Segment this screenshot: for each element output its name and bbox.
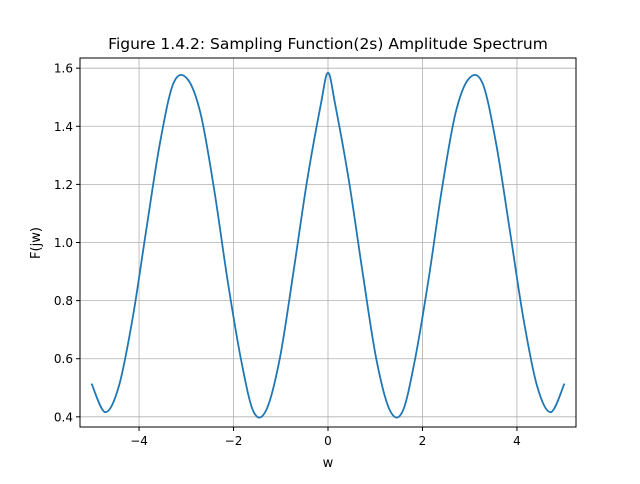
- x-axis-label: w: [323, 456, 334, 471]
- x-tick-label: 2: [419, 434, 427, 448]
- y-tick-label: 0.6: [54, 352, 73, 366]
- y-tick-label: 1.6: [54, 62, 73, 76]
- plot-area: [90, 71, 566, 419]
- y-tick-label: 1.4: [54, 120, 73, 134]
- y-tick-label: 0.8: [54, 294, 73, 308]
- x-tick-label: −4: [130, 434, 148, 448]
- series-line: [90, 71, 566, 419]
- x-tick-label: −2: [225, 434, 243, 448]
- chart-title: Figure 1.4.2: Sampling Function(2s) Ampl…: [108, 35, 548, 53]
- y-tick-label: 1.0: [54, 236, 73, 250]
- x-tick-label: 0: [324, 434, 332, 448]
- ticks: −4 −2 0 2 4 0.4 0.6 0.8 1.0 1.2 1.4 1.6: [54, 62, 521, 448]
- y-axis-label: F(jw): [29, 227, 44, 259]
- x-tick-label: 4: [513, 434, 521, 448]
- y-tick-label: 0.4: [54, 410, 73, 424]
- y-tick-label: 1.2: [54, 178, 73, 192]
